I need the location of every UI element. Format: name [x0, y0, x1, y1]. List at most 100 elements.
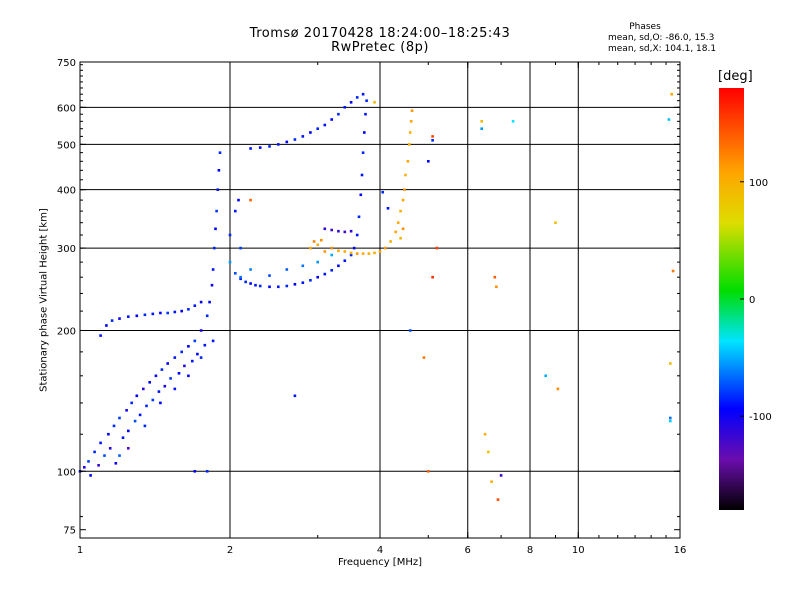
data-point-O — [138, 413, 142, 417]
data-point-O — [89, 474, 92, 477]
data-point-X — [378, 250, 382, 253]
data-point-O — [309, 279, 312, 282]
data-point-O — [277, 285, 280, 289]
data-point-O — [208, 300, 211, 304]
data-point-O — [205, 314, 209, 318]
data-point-X — [431, 135, 434, 138]
data-point-O — [363, 131, 366, 134]
data-point-X — [483, 432, 487, 436]
y-tick-label: 75 — [63, 526, 76, 537]
colorbar-tick-label: 100 — [749, 178, 768, 189]
data-point-O — [239, 246, 242, 250]
data-point-O — [293, 138, 297, 141]
data-point-O — [316, 260, 319, 264]
data-point-O — [121, 436, 125, 439]
data-point-X — [343, 250, 347, 253]
data-point-O — [268, 274, 271, 277]
data-point-O — [244, 280, 247, 284]
data-point-O — [203, 343, 207, 347]
data-point-O — [316, 127, 319, 130]
chart-subtitle: RwPretec (8p) — [331, 40, 429, 55]
y-tick-label: 300 — [57, 244, 76, 255]
data-point-O — [408, 329, 412, 332]
data-point-X — [404, 173, 407, 177]
data-point-O — [173, 356, 177, 359]
data-point-X — [670, 92, 673, 96]
data-point-O — [361, 92, 365, 96]
data-point-O — [108, 447, 112, 450]
data-point-X — [406, 160, 410, 163]
data-point-X — [431, 275, 434, 279]
data-point-X — [480, 120, 483, 123]
data-point-O — [130, 401, 133, 405]
data-point-X — [330, 246, 333, 250]
data-point-O — [183, 364, 186, 368]
y-tick-label: 500 — [57, 140, 76, 151]
data-point-O — [157, 390, 161, 393]
data-point-O — [135, 394, 139, 398]
data-point-O — [285, 284, 289, 288]
data-point-O — [237, 198, 240, 202]
data-point-O — [249, 282, 252, 285]
x-tick-label: 2 — [227, 545, 233, 556]
data-point-X — [669, 362, 672, 365]
data-point-O — [118, 317, 121, 320]
data-point-O — [349, 229, 353, 233]
data-point-O — [349, 253, 353, 257]
data-point-O — [125, 409, 128, 412]
data-point-X — [394, 230, 397, 234]
data-point-O — [381, 190, 384, 194]
data-point-X — [495, 285, 498, 289]
data-point-X — [312, 240, 316, 243]
data-point-O — [191, 359, 194, 363]
data-point-O — [180, 350, 183, 354]
data-point-O — [544, 374, 547, 378]
data-point-X — [389, 240, 392, 243]
data-point-O — [228, 260, 232, 264]
data-point-O — [151, 398, 155, 402]
x-tick-label: 4 — [377, 545, 383, 556]
colorbar-ticks: 100 0 -100 — [740, 178, 772, 423]
data-point-O — [301, 281, 305, 284]
data-point-O — [133, 419, 137, 423]
data-point-X — [401, 227, 405, 231]
colorbar-tick-label: 0 — [749, 295, 755, 306]
data-point-O — [359, 193, 363, 197]
data-point-O — [93, 450, 96, 454]
data-point-O — [173, 387, 177, 391]
data-point-O — [330, 269, 333, 272]
x-axis-label: Frequency [MHz] — [337, 557, 423, 568]
data-point-X — [337, 249, 340, 253]
data-point-O — [135, 314, 139, 318]
data-point-O — [268, 145, 271, 148]
data-point-O — [301, 135, 305, 138]
data-point-O — [301, 264, 305, 268]
data-point-X — [320, 238, 323, 242]
data-point-X — [373, 251, 376, 255]
data-point-X — [399, 209, 402, 213]
data-point-O — [293, 283, 297, 286]
data-point-O — [427, 160, 430, 163]
data-point-O — [196, 352, 199, 356]
data-point-O — [239, 277, 242, 281]
data-point-O — [323, 227, 327, 231]
y-axis-ticks: 75 100 200 300 400 500 600 750 — [57, 58, 680, 537]
data-point-O — [499, 474, 503, 477]
data-point-O — [143, 424, 147, 428]
data-point-O — [316, 275, 319, 279]
data-point-X — [410, 109, 414, 112]
data-point-O — [145, 404, 148, 408]
data-point-O — [330, 118, 333, 121]
data-point-X — [373, 101, 376, 104]
phase-stats-o: mean, sd,O: -86.0, 15.3 — [608, 33, 715, 43]
data-point-O — [193, 339, 197, 343]
data-point-X — [556, 387, 560, 391]
data-point-O — [159, 311, 162, 315]
y-tick-label: 400 — [57, 186, 76, 197]
data-point-X — [361, 252, 365, 255]
data-point-O — [386, 207, 390, 210]
data-point-X — [490, 480, 493, 483]
data-point-X — [408, 143, 411, 146]
data-point-O — [154, 374, 158, 378]
data-point-O — [365, 99, 368, 102]
